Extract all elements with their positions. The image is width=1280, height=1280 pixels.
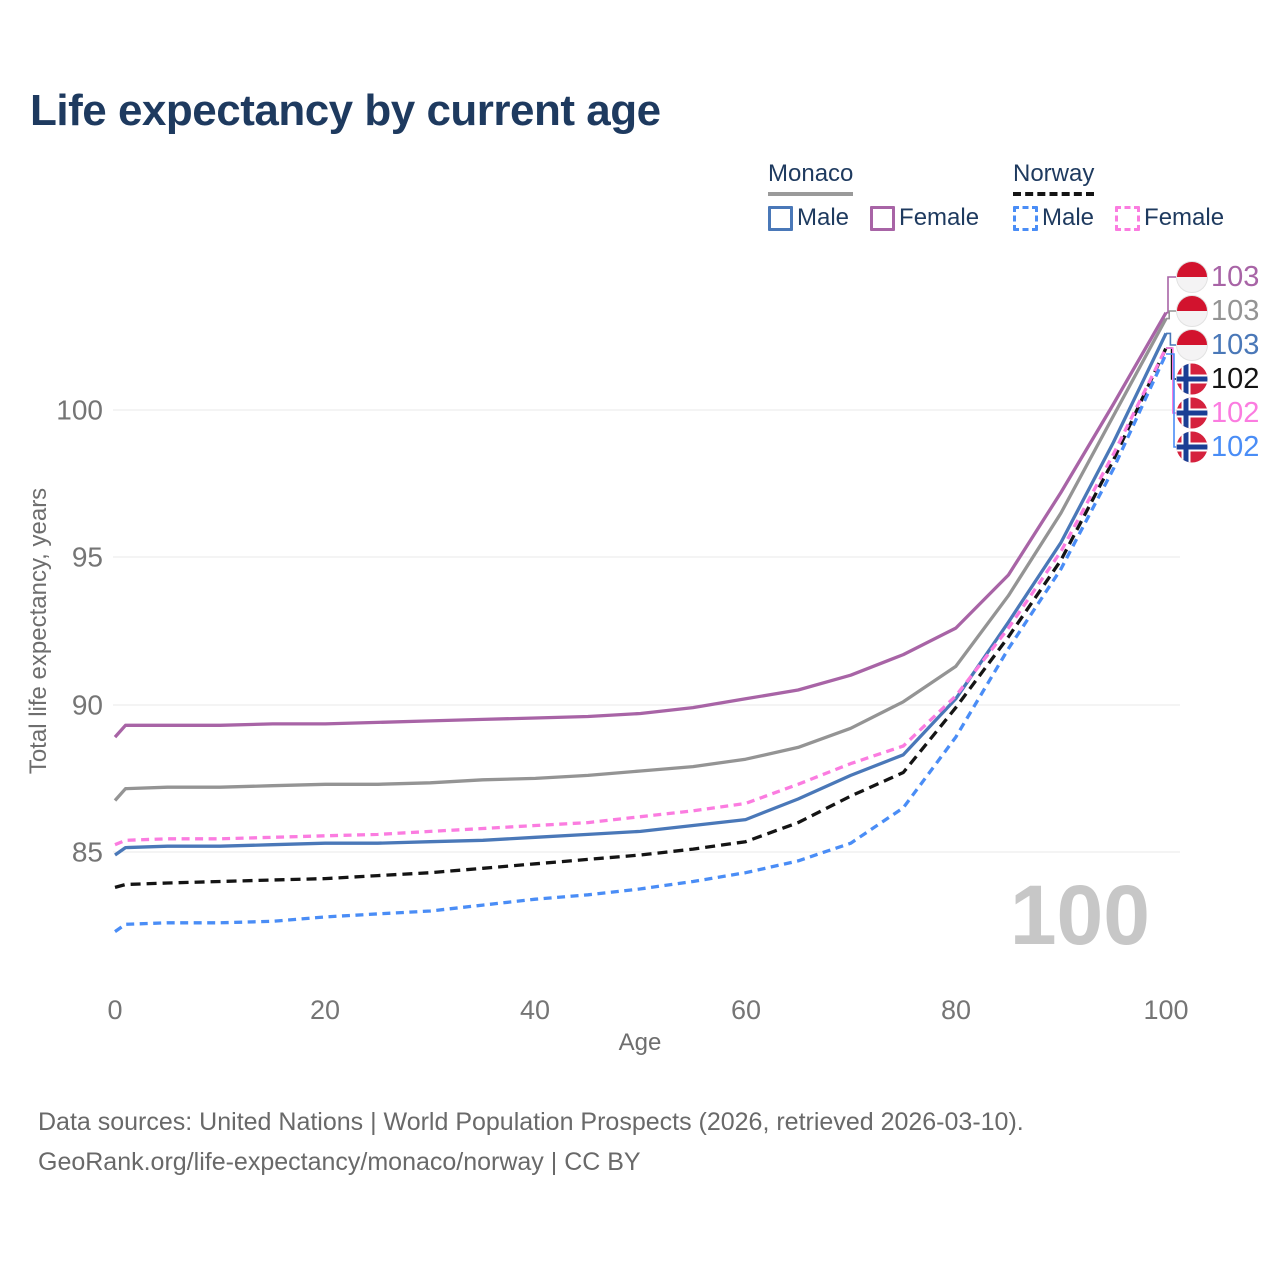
legend-label: Female — [899, 204, 980, 231]
end-label-connector — [1166, 276, 1176, 314]
end-value-label-monaco-female: 103 — [1211, 261, 1259, 293]
end-label-connector — [1166, 332, 1176, 346]
x-tick-20: 20 — [310, 995, 340, 1025]
norway-flag-icon — [1176, 431, 1208, 463]
y-tick-100: 100 — [56, 395, 103, 426]
footer-attribution: GeoRank.org/life-expectancy/monaco/norwa… — [38, 1148, 641, 1176]
legend-label: Male — [1042, 204, 1095, 231]
line-norway-male — [114, 353, 1168, 933]
norway-flag-icon — [1176, 363, 1208, 395]
end-value-label-monaco: 103 — [1211, 295, 1259, 327]
end-label-connector — [1166, 353, 1176, 448]
x-tick-0: 0 — [107, 995, 122, 1025]
page-title: Life expectancy by current age — [30, 86, 661, 135]
norway-male-swatch — [1013, 205, 1038, 231]
end-value-label-monaco-male: 103 — [1211, 329, 1259, 361]
x-tick-60: 60 — [731, 995, 761, 1025]
legend-group-norway: Norway Male Female — [1013, 160, 1224, 232]
monaco-male-swatch — [768, 205, 793, 231]
line-monaco-male — [114, 332, 1168, 857]
line-monaco-female — [113, 311, 1168, 739]
x-axis-title: Age — [619, 1029, 662, 1056]
x-tick-100: 100 — [1143, 995, 1188, 1025]
y-tick-90: 90 — [72, 690, 103, 721]
legend-item-monaco-male: Male — [768, 204, 849, 232]
legend-items-monaco: Male Female — [768, 204, 979, 232]
monaco-flag-icon — [1176, 295, 1208, 327]
end-value-label-norway: 102 — [1211, 363, 1259, 395]
legend-item-norway-male: Male — [1013, 204, 1094, 232]
end-value-label-norway-male: 102 — [1211, 431, 1259, 463]
monaco-female-swatch — [870, 205, 896, 231]
legend-item-monaco-female: Female — [870, 204, 979, 232]
monaco-flag-icon — [1176, 329, 1208, 361]
legend-country-monaco: Monaco — [768, 160, 854, 196]
line-norway — [114, 347, 1168, 889]
end-value-label-norway-female: 102 — [1211, 397, 1259, 429]
line-monaco — [113, 317, 1168, 802]
end-label-connector — [1166, 310, 1176, 320]
series-lines — [113, 311, 1168, 933]
x-tick-40: 40 — [520, 995, 550, 1025]
legend-group-monaco: Monaco Male Female — [768, 160, 979, 232]
norway-flag-icon — [1176, 397, 1208, 429]
y-axis-title: Total life expectancy, years — [25, 488, 52, 774]
footer-data-sources: Data sources: United Nations | World Pop… — [38, 1108, 1024, 1136]
norway-female-swatch — [1115, 205, 1141, 231]
monaco-flag-icon — [1176, 261, 1208, 293]
line-norway-female — [114, 347, 1168, 847]
legend-label: Male — [797, 204, 850, 231]
y-tick-85: 85 — [72, 837, 103, 868]
legend-item-norway-female: Female — [1115, 204, 1224, 232]
age-watermark: 100 — [1010, 868, 1150, 962]
legend-label: Female — [1144, 204, 1225, 231]
x-tick-80: 80 — [941, 995, 971, 1025]
y-tick-95: 95 — [72, 542, 103, 573]
end-labels: 103 103 103 — [1166, 261, 1259, 463]
legend-country-norway: Norway — [1013, 160, 1095, 196]
legend-items-norway: Male Female — [1013, 204, 1224, 232]
